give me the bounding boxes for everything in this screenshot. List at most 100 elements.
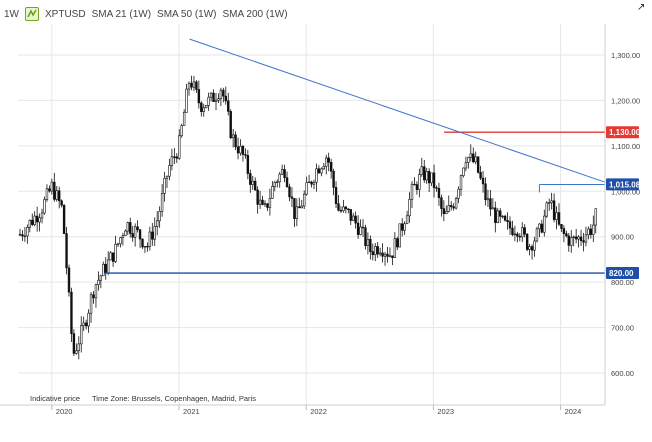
candle-body — [244, 154, 247, 156]
x-tick-label: 2021 — [183, 407, 200, 416]
candle-body — [72, 333, 76, 354]
price-tag-box — [606, 267, 639, 280]
candle-body — [57, 190, 61, 202]
candle-body — [491, 207, 495, 210]
candle-body — [506, 220, 509, 222]
platinum-icon — [25, 7, 39, 21]
timezone-note: Time Zone: Brussels, Copenhagen, Madrid,… — [91, 394, 256, 403]
candle-body — [462, 167, 465, 177]
candle-body — [452, 206, 455, 209]
candle-body — [116, 243, 120, 245]
candle-body — [383, 253, 387, 257]
candle-body — [261, 199, 264, 205]
candle-body — [570, 237, 573, 246]
candle-body — [84, 322, 88, 327]
candle-body — [151, 231, 154, 240]
candle-body — [302, 193, 306, 207]
candle-body — [293, 198, 296, 219]
candle-body — [381, 252, 384, 257]
candle-body — [80, 325, 83, 345]
indicator-sma50[interactable]: SMA 50 (1W) — [157, 8, 217, 20]
candle-body — [437, 188, 441, 199]
candle-body — [366, 238, 370, 247]
candle-body — [131, 233, 134, 238]
candle-body — [449, 205, 453, 208]
candle-body — [285, 177, 289, 188]
candle-body — [104, 263, 107, 274]
candle-body — [227, 100, 230, 112]
candle-body — [498, 210, 502, 217]
chart-footnote: Indicative price Time Zone: Brussels, Co… — [30, 394, 266, 403]
indicator-sma200[interactable]: SMA 200 (1W) — [222, 8, 288, 20]
candle-body — [70, 291, 73, 334]
candle-body — [413, 183, 416, 186]
candle-body — [89, 294, 93, 314]
chart-grid — [18, 24, 605, 405]
candle-body — [207, 96, 210, 106]
candle-body — [173, 156, 176, 158]
candle-body — [369, 238, 372, 252]
candle-body — [445, 211, 448, 215]
candle-body — [486, 198, 490, 201]
candle-body — [584, 234, 588, 243]
candle-body — [55, 190, 58, 200]
candle-body — [109, 252, 112, 261]
indicator-sma21[interactable]: SMA 21 (1W) — [91, 8, 152, 20]
candle-body — [212, 92, 215, 102]
candle-body — [361, 226, 365, 229]
price-tags: 1,130.00 1,015.08 820.00 — [606, 126, 641, 280]
candle-body — [334, 187, 338, 204]
candle-body — [447, 205, 450, 212]
cursor-icon: ↗ — [637, 2, 646, 13]
candle-body — [538, 223, 541, 230]
y-axis-ticks: 600.00 700.00 800.00 900.00 1,000.00 1,100.00… — [611, 51, 640, 378]
candle-body — [410, 183, 414, 200]
candle-body — [440, 197, 443, 209]
candle-body — [400, 223, 404, 231]
candle-body — [268, 198, 272, 208]
candle-body — [496, 210, 499, 223]
candle-body — [276, 181, 279, 183]
candle-body — [518, 235, 522, 238]
candle-body — [347, 208, 350, 210]
price-tag-label: 1,015.08 — [609, 180, 641, 189]
candle-body — [354, 215, 357, 224]
candle-body — [312, 181, 316, 185]
candle-body — [246, 155, 250, 174]
candle-body — [114, 243, 117, 262]
candle-body — [555, 212, 558, 220]
candle-body — [329, 162, 333, 172]
candle-body — [143, 245, 147, 248]
candle-body — [503, 215, 507, 221]
candle-body — [121, 235, 125, 238]
candle-body — [295, 206, 299, 219]
candle-body — [565, 233, 568, 237]
candle-body — [77, 343, 81, 352]
candle-body — [298, 206, 301, 209]
candle-body — [129, 222, 132, 234]
candle-body — [322, 165, 325, 170]
candle-body — [425, 171, 428, 181]
price-tag-label: 820.00 — [609, 269, 634, 278]
candle-body — [53, 181, 56, 200]
candle-body — [50, 181, 54, 192]
candle-body — [423, 166, 426, 181]
candle-body — [217, 98, 220, 101]
symbol-label[interactable]: XPTUSD — [45, 8, 86, 20]
candle-body — [263, 203, 267, 205]
candle-body — [535, 228, 539, 242]
interval-label[interactable]: 1W — [4, 8, 19, 20]
candle-body — [23, 235, 27, 238]
candle-body — [271, 186, 274, 199]
candle-body — [305, 182, 308, 195]
candle-body — [99, 275, 103, 281]
candle-body — [31, 219, 34, 225]
candle-body — [197, 89, 201, 104]
candle-body — [574, 236, 578, 240]
candle-body — [126, 222, 130, 232]
candle-body — [256, 189, 259, 205]
candle-body — [374, 246, 377, 256]
candle-body — [38, 217, 41, 223]
candle-body — [533, 240, 536, 251]
